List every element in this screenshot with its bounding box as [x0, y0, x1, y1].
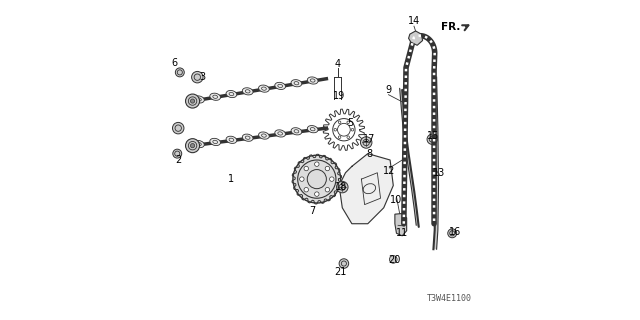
- Text: 10: 10: [390, 195, 403, 205]
- Text: 9: 9: [385, 85, 392, 95]
- Text: 14: 14: [408, 16, 420, 27]
- Circle shape: [293, 155, 340, 203]
- Text: 17: 17: [363, 134, 376, 144]
- Text: 2: 2: [175, 155, 181, 165]
- Text: 7: 7: [309, 206, 315, 216]
- Circle shape: [300, 177, 304, 181]
- Text: 3: 3: [199, 72, 205, 82]
- Ellipse shape: [210, 138, 221, 146]
- Ellipse shape: [259, 132, 269, 139]
- Ellipse shape: [291, 128, 302, 135]
- Circle shape: [448, 229, 457, 238]
- Ellipse shape: [226, 136, 237, 143]
- Text: T3W4E1100: T3W4E1100: [426, 294, 471, 303]
- Text: FR.: FR.: [441, 22, 460, 32]
- Circle shape: [304, 166, 308, 171]
- Ellipse shape: [226, 91, 237, 98]
- Text: 6: 6: [171, 58, 177, 68]
- Circle shape: [186, 94, 200, 108]
- Text: 8: 8: [366, 148, 372, 159]
- Text: 12: 12: [383, 166, 396, 176]
- Text: 15: 15: [427, 131, 439, 141]
- Circle shape: [191, 71, 203, 83]
- Circle shape: [411, 35, 416, 40]
- Circle shape: [330, 177, 334, 181]
- Text: 19: 19: [333, 91, 345, 101]
- Text: 18: 18: [335, 182, 347, 192]
- Text: 13: 13: [433, 168, 445, 178]
- Circle shape: [337, 181, 348, 193]
- Polygon shape: [339, 154, 394, 224]
- Ellipse shape: [193, 96, 204, 103]
- Circle shape: [427, 134, 437, 144]
- Circle shape: [390, 256, 397, 263]
- Circle shape: [360, 137, 372, 148]
- Ellipse shape: [307, 125, 318, 133]
- Text: 1: 1: [228, 174, 234, 184]
- Circle shape: [175, 68, 184, 77]
- Text: 21: 21: [335, 267, 347, 277]
- Polygon shape: [399, 88, 419, 227]
- Text: 11: 11: [396, 228, 408, 238]
- Ellipse shape: [291, 80, 302, 87]
- Ellipse shape: [243, 134, 253, 141]
- Circle shape: [325, 188, 330, 192]
- Ellipse shape: [193, 140, 204, 148]
- Ellipse shape: [275, 82, 285, 90]
- Polygon shape: [395, 213, 406, 236]
- Circle shape: [304, 188, 308, 192]
- Circle shape: [173, 123, 184, 134]
- Text: 20: 20: [388, 255, 401, 265]
- Ellipse shape: [210, 93, 221, 100]
- Circle shape: [173, 149, 182, 158]
- Circle shape: [315, 162, 319, 166]
- Circle shape: [191, 99, 195, 103]
- Circle shape: [325, 166, 330, 171]
- Text: 5: 5: [347, 118, 353, 128]
- Ellipse shape: [307, 77, 318, 84]
- Circle shape: [191, 144, 195, 148]
- Ellipse shape: [259, 85, 269, 92]
- Text: 16: 16: [449, 227, 461, 237]
- Polygon shape: [433, 77, 438, 249]
- Ellipse shape: [243, 88, 253, 95]
- Circle shape: [339, 259, 349, 268]
- Ellipse shape: [275, 130, 285, 137]
- Circle shape: [315, 192, 319, 196]
- Circle shape: [186, 139, 200, 153]
- Polygon shape: [408, 31, 422, 45]
- Text: 4: 4: [335, 60, 340, 69]
